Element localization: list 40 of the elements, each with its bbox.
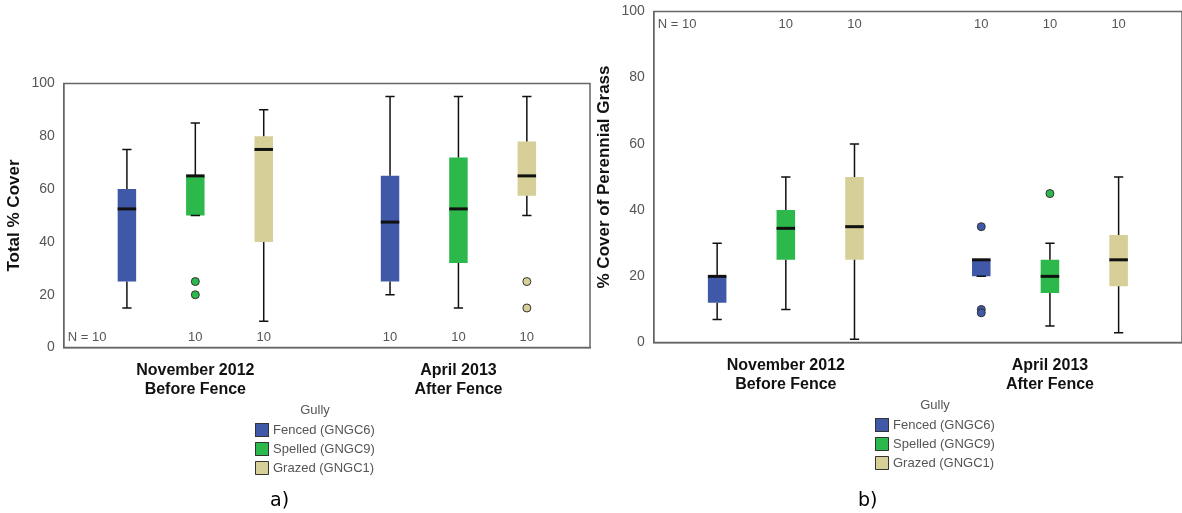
y-axis-title: % Cover of Perennial Grass [593, 65, 613, 289]
annotation: 10 [974, 16, 989, 32]
legend-label: Fenced (GNGC6) [893, 416, 995, 432]
x-tick-label: November 2012 Before Fence [136, 360, 255, 397]
annotation: 10 [256, 328, 271, 344]
y-tick-label: 100 [31, 74, 55, 91]
x-tick-label: April 2013 After Fence [414, 360, 503, 397]
text: a) [270, 488, 290, 510]
annotation: 10 [847, 16, 862, 32]
legend-label: Grazed (GNGC1) [273, 459, 375, 475]
annotation: 10 [1111, 16, 1126, 32]
annotation: 10 [188, 328, 203, 344]
x-tick-label: April 2013 After Fence [1005, 355, 1095, 392]
annotation: 10 [451, 328, 466, 344]
annotation: 10 [519, 328, 535, 344]
y-tick-label: 40 [629, 200, 645, 217]
y-tick-label: 0 [46, 338, 55, 355]
y-tick-label: 60 [39, 179, 55, 196]
annotation: 10 [1042, 16, 1058, 32]
text: b) [858, 488, 878, 510]
y-tick-label: 80 [629, 68, 645, 85]
annotation: 10 [382, 328, 398, 344]
y-tick-label: 20 [39, 285, 55, 302]
annotation: N = 10 [67, 328, 107, 344]
legend-label: Spelled (GNGC9) [273, 440, 375, 456]
x-tick-label: November 2012 Before Fence [726, 355, 846, 392]
y-tick-label: 0 [636, 333, 645, 350]
y-tick-label: 40 [39, 232, 55, 249]
y-axis-title: Total % Cover [3, 159, 23, 272]
legend-title: Gully [300, 401, 331, 417]
legend-title: Gully [920, 396, 951, 412]
legend-label: Spelled (GNGC9) [893, 435, 995, 451]
legend-label: Grazed (GNGC1) [893, 454, 995, 470]
annotation: 10 [778, 16, 794, 32]
y-tick-label: 20 [629, 267, 645, 284]
annotation: N = 10 [657, 16, 697, 32]
y-tick-label: 80 [39, 127, 55, 144]
y-tick-label: 60 [629, 134, 645, 151]
legend-label: Fenced (GNGC6) [273, 421, 375, 437]
y-tick-label: 100 [621, 2, 645, 19]
